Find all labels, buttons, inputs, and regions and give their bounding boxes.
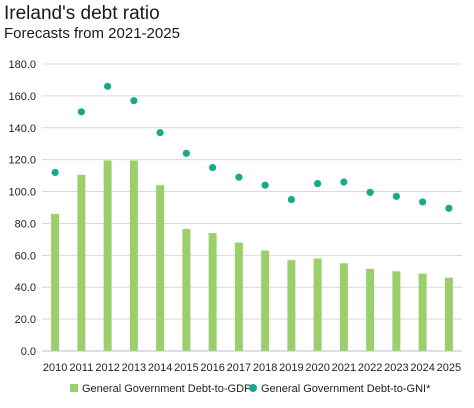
bar: [339, 263, 348, 351]
y-tick-label: 80.0: [15, 218, 36, 230]
x-tick-label: 2013: [122, 362, 146, 374]
y-tick-label: 180.0: [8, 59, 36, 71]
bar: [392, 271, 401, 351]
x-tick-label: 2020: [305, 362, 329, 374]
x-tick-label: 2025: [437, 362, 461, 374]
legend-swatch-debt-to-gni: [249, 384, 257, 392]
y-axis-ticks: 0.0 20.0 40.0 60.0 80.0 100.0 120.0 140.0 160.0 1…: [8, 59, 36, 358]
x-tick-label: 2012: [95, 362, 119, 374]
bar: [156, 185, 165, 351]
x-tick-label: 2021: [332, 362, 356, 374]
dot-series: [51, 82, 453, 212]
x-tick-label: 2022: [358, 362, 382, 374]
x-tick-label: 2016: [200, 362, 224, 374]
y-tick-label: 60.0: [15, 250, 36, 262]
data-point: [445, 204, 453, 212]
data-point: [366, 188, 374, 196]
x-tick-label: 2011: [70, 362, 94, 374]
data-point: [287, 195, 295, 204]
y-tick-label: 140.0: [8, 123, 36, 135]
data-point: [104, 82, 112, 90]
chart-title: Ireland's debt ratio: [4, 3, 160, 24]
x-tick-label: 2017: [227, 362, 251, 374]
data-point: [77, 108, 85, 116]
bar: [103, 160, 112, 351]
data-point: [130, 97, 138, 105]
x-axis-ticks: 2010 2011 2012 2013 2014 2015 2016 2017 2018 2019…: [43, 362, 461, 374]
bar: [182, 229, 191, 351]
data-point: [51, 168, 59, 177]
y-tick-label: 100.0: [8, 187, 36, 199]
legend-label-debt-to-gni: General Government Debt-to-GNI*: [261, 383, 431, 395]
data-point: [182, 149, 190, 157]
bar: [51, 213, 60, 351]
y-tick-label: 20.0: [15, 314, 36, 326]
data-point: [261, 181, 269, 189]
bar: [261, 250, 270, 351]
x-tick-label: 2024: [410, 362, 434, 374]
bar: [234, 242, 243, 351]
x-tick-label: 2023: [384, 362, 408, 374]
data-point: [209, 164, 217, 172]
x-tick-label: 2015: [174, 362, 198, 374]
data-point: [340, 178, 348, 186]
x-tick-label: 2018: [253, 362, 277, 374]
y-tick-label: 120.0: [8, 155, 36, 167]
y-tick-label: 0.0: [21, 346, 36, 358]
y-tick-label: 40.0: [15, 282, 36, 294]
gridlines: [42, 63, 462, 320]
x-tick-label: 2010: [43, 362, 67, 374]
bar: [418, 273, 427, 351]
bar: [77, 174, 86, 351]
x-tick-label: 2019: [279, 362, 303, 374]
bar: [129, 160, 138, 351]
data-point: [392, 192, 400, 200]
legend-swatch-debt-to-gdp: [70, 384, 78, 392]
data-point: [156, 128, 164, 137]
legend-label-debt-to-gdp: General Government Debt-to-GDP: [82, 383, 251, 395]
data-point: [235, 173, 243, 181]
bar: [208, 233, 217, 351]
bar: [366, 268, 375, 351]
data-point: [419, 198, 427, 206]
bar: [287, 260, 296, 351]
chart-subtitle: Forecasts from 2021-2025: [4, 25, 180, 42]
bar: [444, 277, 453, 351]
legend: General Government Debt-to-GDP General G…: [70, 383, 431, 395]
bar-series: [51, 160, 453, 351]
x-tick-label: 2014: [148, 362, 172, 374]
bar: [313, 258, 322, 351]
data-point: [314, 179, 322, 188]
y-tick-label: 160.0: [8, 91, 36, 103]
